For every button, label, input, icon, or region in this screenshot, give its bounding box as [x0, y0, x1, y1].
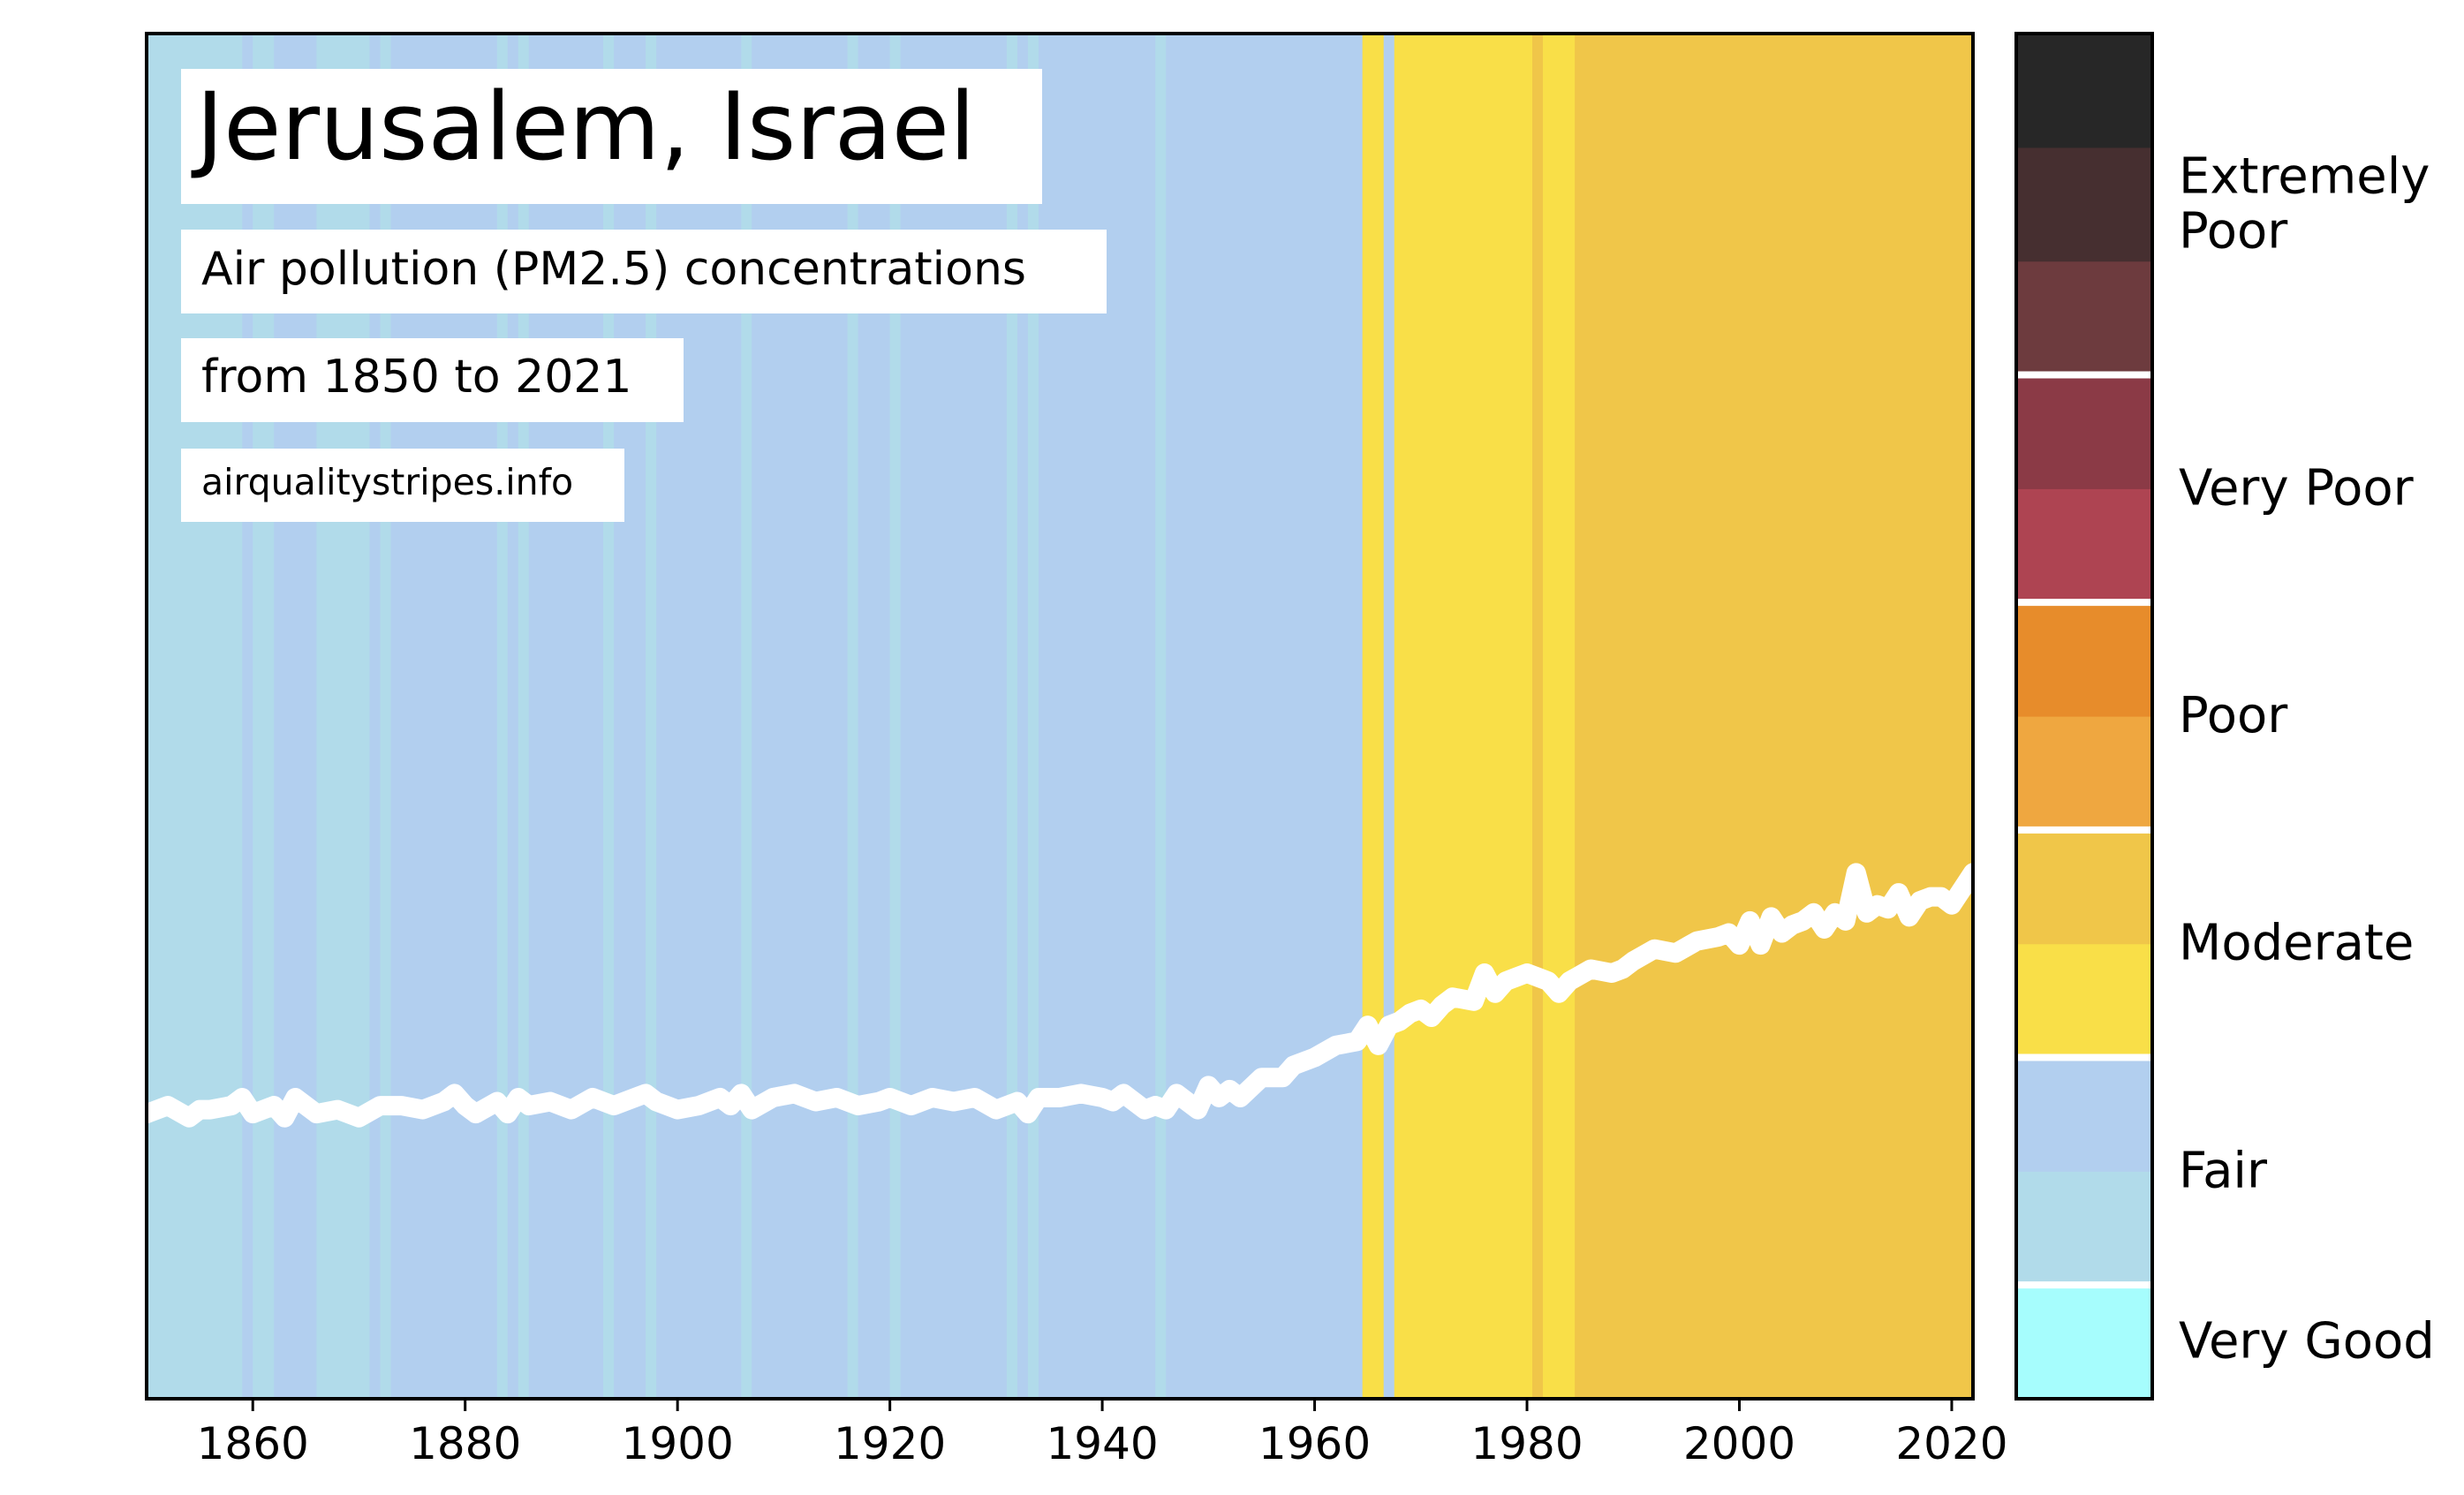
x-axis: 1860 1880 1900 1920 1940 1960 1980 2000 2020 [197, 1399, 2008, 1469]
x-tick-label-1920: 1920 [834, 1418, 946, 1469]
legend-label-4: Very Poor [2179, 459, 2415, 517]
stripe-33 [1394, 34, 1533, 1399]
stripe-21 [847, 34, 859, 1399]
plot-frame [145, 32, 1975, 1401]
title-box [181, 69, 1042, 204]
legend-label-5: Extremely Poor [2179, 147, 2430, 260]
stripe-29 [1155, 34, 1167, 1399]
chart-source: airqualitystripes.info [201, 461, 573, 503]
legend-band-fair_dark [2016, 1057, 2152, 1172]
pm25-trend-line [137, 863, 1983, 1128]
legend-band-very_poor_dark [2016, 374, 2152, 489]
x-tick-label-1980: 1980 [1470, 1418, 1583, 1469]
legend-label-0: Very Good [2179, 1313, 2435, 1370]
legend-labels: Very Good Fair Moderate Poor Very Poor Extrem… [2179, 147, 2435, 1370]
x-tick-label-2020: 2020 [1895, 1418, 2007, 1469]
x-tick-label-1940: 1940 [1046, 1418, 1158, 1469]
legend-label-1: Fair [2179, 1142, 2268, 1199]
x-tick-label-2000: 2000 [1683, 1418, 1795, 1469]
stripe-30 [1166, 34, 1364, 1399]
legend-band-ext_poor_light [2016, 260, 2152, 376]
legend-band-ext_poor_dark [2016, 34, 2152, 148]
legend-band-very_good [2016, 1285, 2152, 1400]
x-tick-label-1960: 1960 [1258, 1418, 1371, 1469]
subtitle-box-1 [181, 230, 1107, 313]
chart-subtitle-line-1: Air pollution (PM2.5) concentrations [201, 243, 1026, 296]
stripe-25 [1006, 34, 1018, 1399]
stripe-19 [741, 34, 752, 1399]
title-group: Jerusalem, Israel Air pollution (PM2.5) … [181, 69, 1107, 522]
legend-band-fair_light [2016, 1171, 2152, 1286]
x-tick-label-1860: 1860 [197, 1418, 309, 1469]
stripe-27 [1027, 34, 1039, 1399]
stripe-34 [1532, 34, 1544, 1399]
legend-frame [2014, 32, 2154, 1401]
legend-band-ext_poor_mid [2016, 147, 2152, 262]
stripe-32 [1383, 34, 1395, 1399]
x-tick-label-1900: 1900 [622, 1418, 734, 1469]
x-tick-label-1880: 1880 [409, 1418, 521, 1469]
stripe-26 [1017, 34, 1029, 1399]
chart-subtitle-line-2: from 1850 to 2021 [201, 351, 631, 404]
legend-band-very_poor_light [2016, 488, 2152, 603]
legend-band-poor_light [2016, 716, 2152, 831]
legend-band-moderate_light [2016, 943, 2152, 1059]
source-box [181, 449, 624, 522]
legend-label-2: Moderate [2179, 915, 2414, 972]
legend-label-3: Poor [2179, 687, 2288, 744]
stripe-36 [1575, 34, 1974, 1399]
legend-colorbar [2014, 32, 2154, 1401]
stripe-35 [1543, 34, 1576, 1399]
chart-title: Jerusalem, Israel [191, 72, 975, 181]
subtitle-box-2 [181, 338, 684, 422]
stripe-23 [889, 34, 902, 1399]
stripe-31 [1362, 34, 1385, 1399]
legend-band-poor_dark [2016, 602, 2152, 717]
legend-band-moderate_dark [2016, 829, 2152, 945]
